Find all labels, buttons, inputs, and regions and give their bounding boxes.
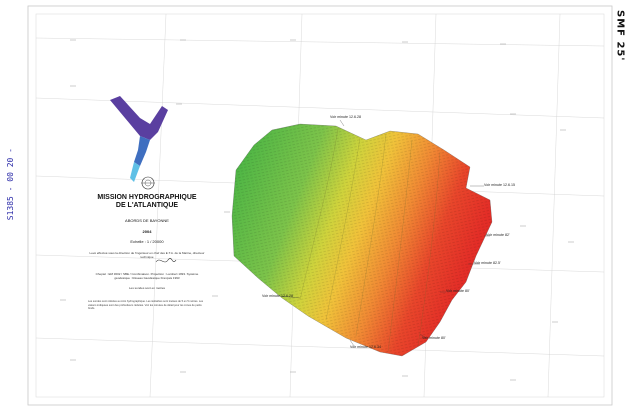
chart-notes: Les sondes sont réduites au zéro hydrogr…	[88, 300, 204, 311]
survey-equipment-note: Cheptel : EM 3002 / SBE / Combinaison. P…	[95, 272, 199, 280]
survey-area-name: ABORDS DE BAYONNE	[125, 218, 169, 223]
survey-direction-note: Levé effectué sous la direction de l'ing…	[89, 251, 205, 259]
minute-callout: Voir minute 82.5'	[474, 261, 501, 265]
sheet-corner-label-bottom: SMF 25'	[0, 298, 2, 350]
sheet-inner-border	[35, 13, 605, 398]
depth-units-note: Les sondes sont en mètres	[128, 286, 166, 290]
graticule-ticks	[60, 39, 574, 381]
minute-callout: Voir minute 80'	[446, 289, 470, 293]
minute-callout: Voir minute 12.6.28	[330, 115, 361, 119]
map-title: MISSION HYDROGRAPHIQUE DE L'ATLANTIQUE	[88, 194, 206, 210]
survey-year: 2004	[142, 229, 152, 234]
signature-mark	[155, 258, 177, 263]
minute-callout: Voir minute 80'	[422, 336, 446, 340]
shom-seal-logo	[141, 176, 155, 190]
chart-index-logo	[110, 96, 168, 182]
minute-callout: Voir minute 12.6.15	[484, 183, 515, 187]
minute-callout: Voir minute 12.6.28	[262, 294, 293, 298]
callout-leaders	[279, 119, 490, 347]
map-title-line1: MISSION HYDROGRAPHIQUE	[97, 194, 197, 201]
sheet-corner-label-top: SMF 25'	[614, 10, 625, 62]
archive-stamp-text: S1385 - 00 20 -	[6, 148, 15, 221]
minute-callout: Voir minute 12.6.34	[350, 345, 381, 349]
sheet-outer-border	[27, 5, 613, 406]
map-title-line2: DE L'ATLANTIQUE	[115, 202, 179, 209]
archive-stamp: S1385 - 00 20 -	[6, 148, 18, 238]
survey-area	[231, 123, 493, 357]
map-scale: Echelle : 1 / 20000	[130, 239, 164, 244]
minute-callout: Voir minute 82'	[486, 233, 510, 237]
